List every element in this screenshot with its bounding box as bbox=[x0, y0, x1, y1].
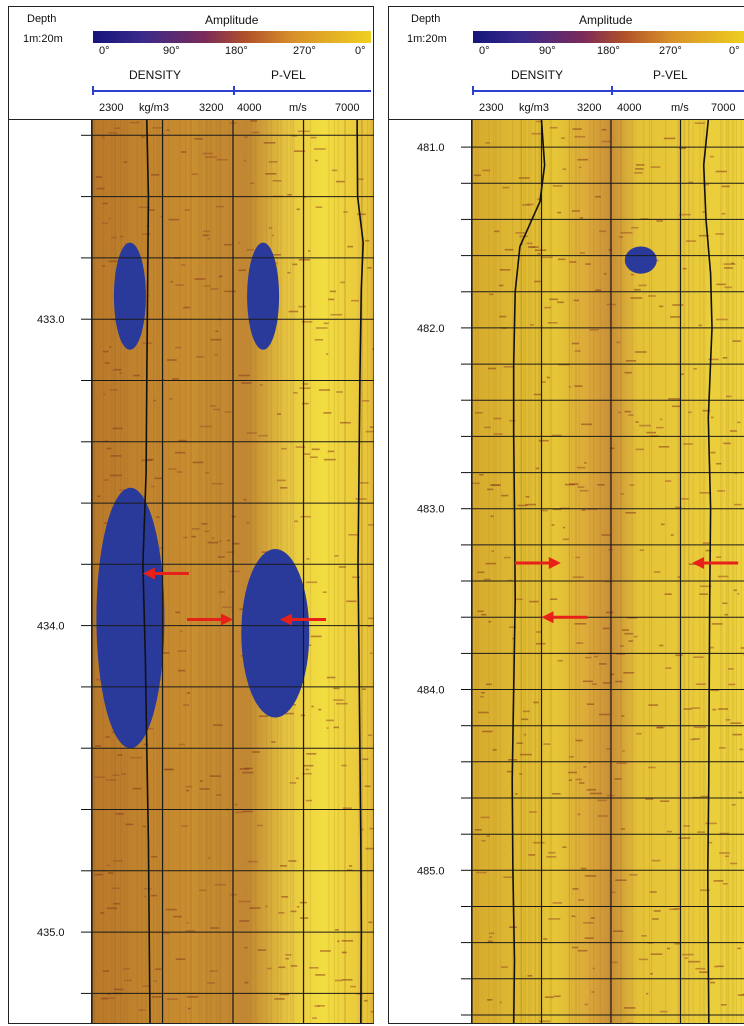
depth-label: 435.0 bbox=[37, 927, 65, 939]
pvel-curve bbox=[702, 120, 713, 1023]
density-curve bbox=[511, 120, 546, 1023]
scale-label: m/s bbox=[671, 102, 689, 114]
arrow-head bbox=[541, 611, 554, 624]
arrow-head bbox=[142, 567, 155, 580]
ramp-tick: 0° bbox=[99, 45, 110, 57]
curve-scale-line bbox=[93, 90, 371, 92]
ramp-tick: 90° bbox=[539, 45, 556, 57]
depth-label: 484.0 bbox=[417, 685, 445, 697]
density-curve-label: DENSITY bbox=[129, 68, 182, 82]
depth-axis: 433.0 434.0 435.0 bbox=[37, 134, 91, 994]
depth-label: 433.0 bbox=[37, 314, 65, 326]
curve-scale-line bbox=[473, 90, 744, 92]
depth-label: 434.0 bbox=[37, 621, 65, 633]
depth-header: Depth bbox=[27, 13, 57, 25]
scale-tick bbox=[611, 86, 613, 95]
scale-tick bbox=[92, 86, 94, 95]
scale-label: 2300 bbox=[99, 102, 124, 114]
depth-label: 483.0 bbox=[417, 504, 445, 516]
scale-label: m/s bbox=[289, 102, 307, 114]
scale-label: 4000 bbox=[237, 102, 262, 114]
scale-header: 1m:20m bbox=[407, 33, 447, 45]
scale-label: 4000 bbox=[617, 102, 642, 114]
depth-label: 481.0 bbox=[417, 142, 445, 154]
scale-label: 2300 bbox=[479, 102, 504, 114]
scale-header: 1m:20m bbox=[23, 33, 63, 45]
breakout-zone bbox=[247, 242, 280, 350]
ramp-tick: 270° bbox=[659, 45, 682, 57]
breakout-zone bbox=[113, 242, 146, 350]
scale-label: kg/m3 bbox=[519, 102, 549, 114]
ramp-tick: 180° bbox=[597, 45, 620, 57]
grid bbox=[472, 120, 744, 1023]
ramp-tick: 90° bbox=[163, 45, 180, 57]
density-curve-label: DENSITY bbox=[511, 68, 564, 82]
ramp-tick: 0° bbox=[479, 45, 490, 57]
depth-header: Depth bbox=[411, 13, 441, 25]
acoustic-image-track bbox=[91, 119, 374, 1023]
amplitude-color-ramp bbox=[473, 31, 744, 43]
arrow-head bbox=[221, 613, 233, 626]
breakout-zone bbox=[241, 549, 310, 718]
pvel-curve-label: P-VEL bbox=[271, 68, 306, 82]
depth-track: 481.0 482.0 483.0 484.0 485.0 bbox=[389, 119, 471, 1023]
pvel-curve-label: P-VEL bbox=[653, 68, 688, 82]
acoustic-image-track bbox=[471, 119, 744, 1023]
scale-label: 7000 bbox=[335, 102, 360, 114]
scale-label: 3200 bbox=[199, 102, 224, 114]
arrow-head bbox=[548, 556, 561, 569]
breakout-zone bbox=[624, 246, 657, 274]
depth-axis: 481.0 482.0 483.0 484.0 485.0 bbox=[417, 142, 471, 1016]
depth-label: 482.0 bbox=[417, 323, 445, 335]
borehole-panel-right: Depth 1m:20m Amplitude 0° 90° 180° 270° … bbox=[388, 6, 744, 1024]
arrow-head bbox=[280, 613, 292, 626]
ramp-tick: 270° bbox=[293, 45, 316, 57]
density-curve bbox=[142, 120, 151, 1023]
depth-label: 485.0 bbox=[417, 865, 445, 877]
scale-label: 3200 bbox=[577, 102, 602, 114]
ramp-tick: 0° bbox=[355, 45, 366, 57]
pvel-curve bbox=[356, 120, 365, 1023]
arrow-head bbox=[692, 556, 705, 569]
grid bbox=[92, 120, 374, 1023]
amplitude-header: Amplitude bbox=[205, 13, 259, 27]
borehole-panel-left: Depth 1m:20m Amplitude 0° 90° 180° 270° … bbox=[8, 6, 374, 1024]
panel-header: Depth 1m:20m Amplitude 0° 90° 180° 270° … bbox=[9, 7, 373, 119]
scale-tick bbox=[233, 86, 235, 95]
acoustic-image bbox=[472, 120, 744, 1023]
panel-header: Depth 1m:20m Amplitude 0° 90° 180° 270° … bbox=[389, 7, 744, 119]
scale-tick bbox=[472, 86, 474, 95]
scale-label: kg/m3 bbox=[139, 102, 169, 114]
ramp-tick: 180° bbox=[225, 45, 248, 57]
scale-label: 7000 bbox=[711, 102, 736, 114]
breakout-zone bbox=[96, 487, 165, 749]
depth-track: 433.0 434.0 435.0 bbox=[9, 119, 91, 1023]
amplitude-header: Amplitude bbox=[579, 13, 633, 27]
acoustic-image bbox=[92, 120, 374, 1023]
ramp-tick: 0° bbox=[729, 45, 740, 57]
amplitude-color-ramp bbox=[93, 31, 371, 43]
